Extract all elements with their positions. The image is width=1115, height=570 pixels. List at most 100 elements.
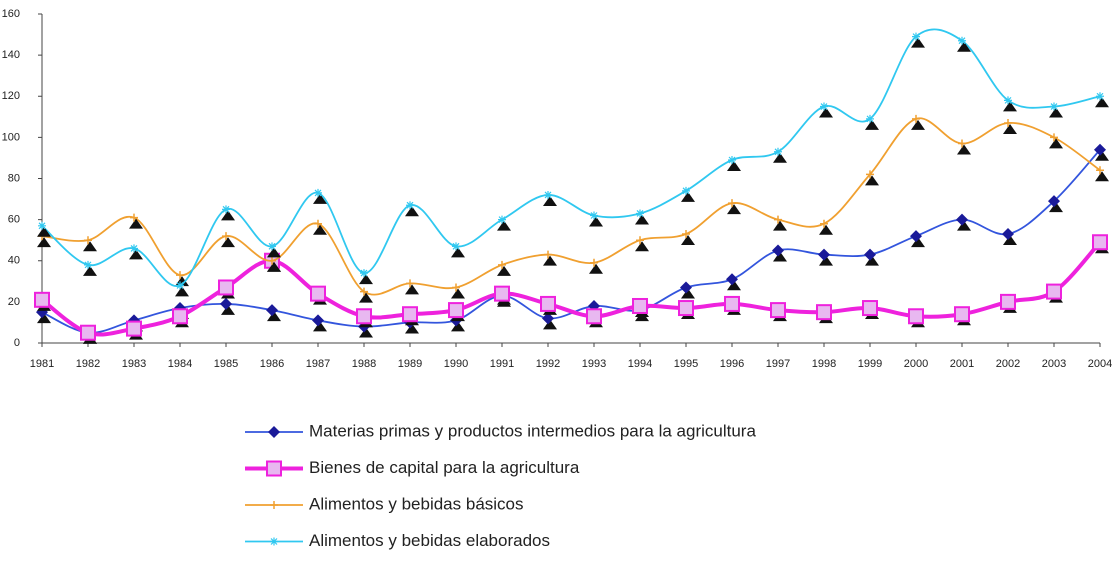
data-point: [544, 250, 552, 259]
data-point: [866, 114, 874, 123]
data-point: [728, 199, 736, 208]
data-point: [360, 269, 368, 278]
marker-shadow: [1095, 150, 1109, 161]
marker-shadow: [451, 321, 465, 332]
data-point: [1004, 96, 1012, 105]
data-point: [862, 300, 878, 317]
x-tick-label: 2000: [904, 358, 928, 370]
data-point: [682, 186, 690, 195]
marker-shadow: [819, 255, 833, 266]
data-point: [452, 283, 460, 292]
data-point: [590, 258, 598, 267]
data-point: [314, 188, 322, 197]
x-tick-label: 1994: [628, 358, 652, 370]
x-tick-label: 1988: [352, 358, 376, 370]
marker-shadow: [727, 160, 741, 171]
marker-shadow: [681, 191, 695, 202]
marker-shadow: [451, 288, 465, 299]
series-line: [40, 240, 1102, 337]
data-point: [772, 244, 784, 257]
data-point: [222, 232, 230, 241]
x-tick-label: 1984: [168, 358, 192, 370]
legend-marker: [266, 460, 282, 477]
x-tick-label: 1987: [306, 358, 330, 370]
marker-shadow: [359, 327, 373, 338]
marker-shadow: [865, 175, 879, 186]
data-point: [1004, 118, 1012, 127]
data-point: [586, 308, 602, 325]
marker-shadow: [313, 321, 327, 332]
y-tick-label: 20: [8, 296, 20, 308]
data-point: [1050, 133, 1058, 142]
marker-shadow: [37, 226, 51, 237]
data-point: [774, 215, 782, 224]
data-point: [958, 139, 966, 148]
marker-shadow: [773, 152, 787, 163]
marker-shadow: [221, 210, 235, 221]
data-point: [356, 308, 372, 325]
marker-shadow: [957, 144, 971, 155]
data-point: [498, 215, 506, 224]
data-point: [1096, 166, 1104, 175]
data-point: [126, 320, 142, 337]
data-point: [680, 281, 692, 294]
data-point: [728, 155, 736, 164]
marker-shadow: [727, 204, 741, 215]
data-point: [452, 242, 460, 251]
marker-shadow: [37, 313, 51, 324]
marker-shadow: [865, 255, 879, 266]
data-point: [360, 287, 368, 296]
data-point: [176, 281, 184, 290]
marker-shadow: [1049, 138, 1063, 149]
marker-shadow: [911, 237, 925, 248]
data-point: [954, 306, 970, 323]
x-tick-label: 2002: [996, 358, 1020, 370]
marker-shadow: [221, 237, 235, 248]
marker-shadow: [543, 255, 557, 266]
x-tick-label: 1990: [444, 358, 468, 370]
data-point: [80, 324, 96, 341]
y-tick-label: 80: [8, 172, 20, 184]
x-tick-label: 1989: [398, 358, 422, 370]
data-point: [912, 32, 920, 41]
data-point: [34, 291, 50, 308]
data-point: [910, 230, 922, 243]
marker-shadow: [359, 274, 373, 285]
data-point: [1094, 143, 1106, 156]
data-point: [1050, 102, 1058, 111]
data-point: [542, 312, 554, 325]
x-tick-label: 1993: [582, 358, 606, 370]
marker-shadow: [635, 241, 649, 252]
marker-shadow: [865, 119, 879, 130]
x-tick-label: 1999: [858, 358, 882, 370]
marker-shadow: [83, 265, 97, 276]
legend-marker: [270, 501, 278, 509]
data-point: [724, 295, 740, 312]
legend-label: Alimentos y bebidas elaborados: [309, 531, 550, 550]
x-tick-label: 1996: [720, 358, 744, 370]
data-point: [818, 248, 830, 261]
data-point: [816, 304, 832, 321]
marker-shadow: [497, 220, 511, 231]
data-point: [774, 147, 782, 156]
x-tick-label: 1985: [214, 358, 238, 370]
series-line: [41, 117, 1101, 296]
marker-shadow: [451, 247, 465, 258]
data-point: [310, 285, 326, 302]
data-point: [218, 279, 234, 296]
legend-marker: [270, 537, 278, 546]
x-tick-label: 1982: [76, 358, 100, 370]
legend-label: Materias primas y productos intermedios …: [309, 421, 756, 440]
data-point: [958, 36, 966, 45]
marker-shadow: [911, 37, 925, 48]
marker-shadow: [1003, 101, 1017, 112]
x-tick-label: 1983: [122, 358, 146, 370]
marker-shadow: [83, 241, 97, 252]
data-point: [912, 114, 920, 123]
data-point: [636, 236, 644, 245]
data-point: [866, 170, 874, 179]
marker-shadow: [589, 263, 603, 274]
y-tick-label: 60: [8, 214, 20, 226]
marker-shadow: [773, 251, 787, 262]
